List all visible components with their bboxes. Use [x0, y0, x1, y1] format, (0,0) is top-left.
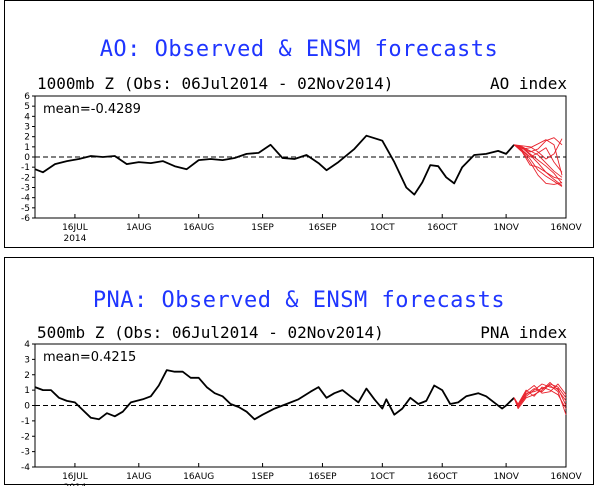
y-tick-label: 1 [24, 143, 30, 153]
index-label: PNA index [480, 323, 567, 342]
x-tick-label: 1SEP [251, 223, 274, 233]
x-tick-label: 16JUL [62, 472, 88, 482]
observed-series-line [34, 369, 515, 421]
y-tick-label: -1 [21, 163, 30, 173]
x-tick-label: 1AUG [126, 223, 151, 233]
x-year-label: 2014 [63, 234, 86, 244]
x-tick-label: 1NOV [493, 223, 519, 233]
pna-chart-panel: PNA: Observed & ENSM forecasts 500mb Z (… [4, 257, 594, 486]
chart-subtitle: 500mb Z (Obs: 06Jul2014 - 02Nov2014) [37, 323, 384, 342]
forecast-member-line [513, 144, 563, 184]
y-tick-label: 1 [24, 386, 30, 396]
chart-title: AO: Observed & ENSM forecasts [99, 37, 499, 62]
x-tick-label: 16AUG [183, 223, 214, 233]
x-tick-label: 1SEP [251, 472, 274, 482]
x-tick-label: 16AUG [183, 472, 214, 482]
y-tick-label: -4 [21, 194, 30, 204]
x-tick-label: 1OCT [370, 472, 395, 482]
forecast-member-line [513, 137, 563, 153]
chart-title: PNA: Observed & ENSM forecasts [92, 288, 506, 313]
y-tick-label: -2 [21, 432, 30, 442]
forecast-member-line [513, 386, 567, 409]
x-tick-label: 1AUG [126, 472, 151, 482]
forecast-member-line [513, 139, 563, 176]
forecast-member-line [513, 383, 567, 408]
x-tick-label: 16SEP [308, 223, 337, 233]
chart-subtitle: 1000mb Z (Obs: 06Jul2014 - 02Nov2014) [37, 74, 394, 93]
y-tick-label: 3 [24, 123, 30, 133]
y-tick-label: 4 [24, 340, 30, 350]
y-tick-label: -5 [21, 204, 30, 214]
x-tick-label: 16SEP [308, 472, 337, 482]
y-tick-label: 0 [24, 402, 30, 412]
y-tick-label: -3 [21, 448, 30, 458]
y-tick-label: -4 [21, 463, 30, 473]
ao-chart-panel: AO: Observed & ENSM forecasts 1000mb Z (… [4, 0, 594, 248]
x-tick-label: 16OCT [427, 472, 458, 482]
y-tick-label: 0 [24, 153, 30, 163]
forecast-member-line [513, 383, 567, 406]
y-tick-label: 5 [24, 102, 30, 112]
y-tick-label: 2 [24, 133, 30, 143]
forecast-member-line [513, 144, 563, 173]
y-tick-label: -2 [21, 173, 30, 183]
pna-chart: 4 3 2 1 0 -1 -2 -3 -4 16JUL 1AUG 16AUG 1SEP 16SEP 1OCT… [21, 340, 582, 486]
x-tick-label: 1NOV [493, 472, 519, 482]
y-tick-label: 2 [24, 371, 30, 381]
y-tick-label: -3 [21, 184, 30, 194]
forecast-member-line [513, 144, 563, 185]
y-tick-label: -6 [21, 214, 30, 224]
observed-series-line [34, 134, 515, 196]
y-tick-label: 4 [24, 112, 30, 122]
x-tick-label: 16JUL [62, 223, 88, 233]
x-tick-label: 16NOV [550, 223, 582, 233]
y-tick-label: 3 [24, 355, 30, 365]
x-tick-label: 16NOV [550, 472, 582, 482]
y-tick-label: -1 [21, 417, 30, 427]
forecast-member-line [514, 138, 563, 160]
y-tick-label: 6 [24, 92, 30, 102]
x-tick-label: 16OCT [427, 223, 458, 233]
mean-label: mean=0.4215 [43, 350, 136, 365]
forecast-member-line [513, 381, 567, 410]
x-tick-label: 1OCT [370, 223, 395, 233]
forecast-member-line [513, 144, 563, 186]
mean-label: mean=-0.4289 [43, 102, 141, 117]
index-label: AO index [489, 74, 567, 93]
